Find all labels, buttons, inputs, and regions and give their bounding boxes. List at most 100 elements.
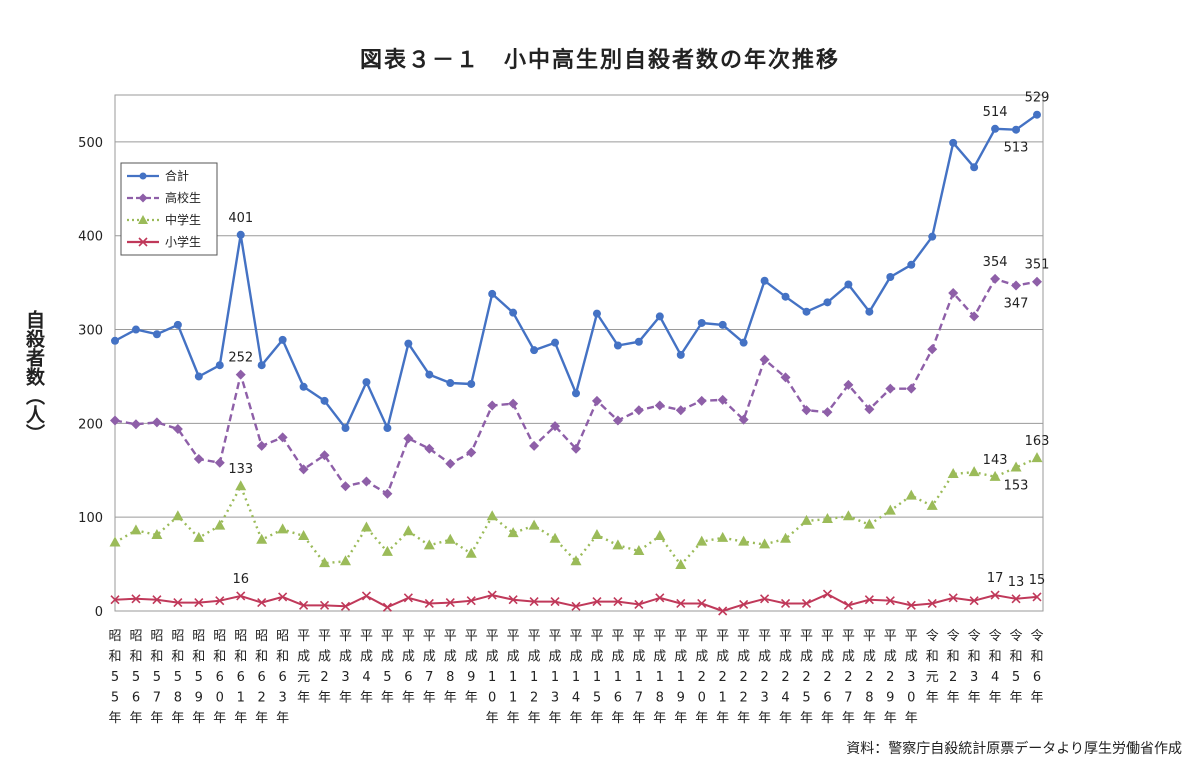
data-point [130, 419, 141, 430]
x-tick-label: 令和 2 年 [947, 629, 960, 706]
data-point [509, 308, 518, 317]
data-label: 17 [987, 571, 1004, 586]
data-point [739, 338, 748, 347]
data-point [801, 598, 812, 609]
data-point [445, 458, 456, 469]
data-label: 133 [228, 462, 253, 477]
data-point [823, 298, 832, 307]
data-point [760, 594, 770, 604]
series-group [109, 110, 1043, 616]
x-tick-label: 平成 1 6 年 [611, 629, 624, 726]
data-point [319, 600, 330, 610]
data-point [423, 539, 435, 550]
x-tick-labels: 昭和 5 5 年昭和 5 6 年昭和 5 7 年昭和 5 8 年昭和 5 9 年昭和 6 0 年昭和 6 1 年昭和 6 2 年… [108, 629, 1043, 726]
data-point [235, 369, 246, 380]
x-tick-label: 平成 2 5 年 [800, 629, 813, 726]
legend-item: 合計 [127, 168, 189, 183]
data-point [739, 599, 749, 609]
legend-item: 中学生 [127, 212, 201, 227]
data-point [194, 372, 203, 381]
data-point [843, 379, 854, 390]
data-point [591, 529, 603, 540]
series-line [114, 593, 1038, 612]
data-point [257, 597, 267, 608]
data-point [487, 400, 498, 411]
data-label: 513 [1004, 141, 1029, 156]
series-2 [109, 452, 1043, 570]
data-point [381, 545, 393, 556]
data-point [445, 597, 455, 608]
x-tick-label: 昭和 5 9 年 [192, 629, 205, 726]
data-point [738, 535, 750, 546]
data-point [781, 292, 790, 301]
data-point [403, 593, 413, 603]
data-point [382, 602, 392, 612]
data-point [1012, 125, 1021, 134]
x-tick-label: 平成 9 年 [465, 629, 478, 706]
data-point [215, 361, 224, 370]
data-point [717, 531, 729, 542]
chart-title: 図表３－１ 小中高生別自殺者数の年次推移 [359, 48, 840, 73]
y-tick-label: 400 [78, 230, 103, 245]
y-tick-label: 300 [78, 324, 103, 339]
x-tick-label: 平成 2 4 年 [779, 629, 792, 726]
x-tick-label: 昭和 6 0 年 [213, 629, 226, 726]
data-point [529, 440, 540, 451]
data-label: 13 [1008, 575, 1025, 590]
data-point [759, 354, 770, 365]
data-point [130, 524, 142, 535]
data-point [864, 595, 874, 605]
x-tick-label: 平成 2 年 [318, 629, 331, 706]
data-point [802, 307, 811, 316]
data-point [194, 597, 204, 608]
data-point [277, 523, 289, 534]
data-point [592, 309, 601, 318]
data-label: 16 [232, 572, 249, 587]
data-point [948, 287, 959, 298]
data-point [530, 346, 539, 355]
data-point [675, 405, 686, 416]
data-point [696, 395, 707, 406]
legend-box [120, 162, 218, 256]
x-tick-label: 令和 6 年 [1030, 629, 1043, 706]
data-point [949, 138, 958, 147]
data-point [341, 424, 350, 433]
data-point [488, 289, 497, 298]
plot-frame [114, 94, 1044, 612]
data-point [717, 394, 728, 405]
data-point [109, 536, 121, 547]
x-tick-label: 昭和 6 1 年 [234, 629, 247, 726]
data-point [361, 591, 372, 601]
data-point [613, 341, 622, 350]
x-tick-label: 平成 2 3 年 [758, 629, 771, 726]
data-point [340, 555, 351, 566]
data-point [1033, 110, 1041, 119]
data-point [991, 124, 1000, 133]
legend-item: 高校生 [127, 190, 201, 205]
data-point [675, 559, 687, 570]
y-tick-label: 0 [95, 605, 103, 620]
y-tick-label: 200 [78, 417, 103, 432]
data-point [446, 379, 455, 388]
data-point [570, 555, 582, 566]
x-tick-label: 昭和 5 5 年 [108, 629, 121, 726]
data-point [886, 273, 895, 282]
data-point [298, 464, 309, 475]
data-point [360, 521, 372, 532]
data-point [655, 312, 664, 321]
grid-lines [115, 141, 1043, 518]
data-point [905, 489, 917, 500]
source-note: 資料：警察庁自殺統計原票データより厚生労働省作成 [846, 741, 1182, 757]
data-point [990, 273, 1001, 284]
x-tick-label: 平成 2 9 年 [884, 629, 897, 726]
data-point [718, 320, 727, 329]
data-point [277, 432, 288, 443]
x-tick-label: 平成 6 年 [402, 629, 415, 706]
x-tick-label: 平成 2 0 年 [695, 629, 708, 726]
data-point [486, 510, 498, 521]
data-point [111, 336, 119, 345]
data-point [906, 600, 916, 610]
data-point [926, 499, 938, 510]
data-point [424, 598, 434, 609]
data-point [822, 589, 833, 599]
